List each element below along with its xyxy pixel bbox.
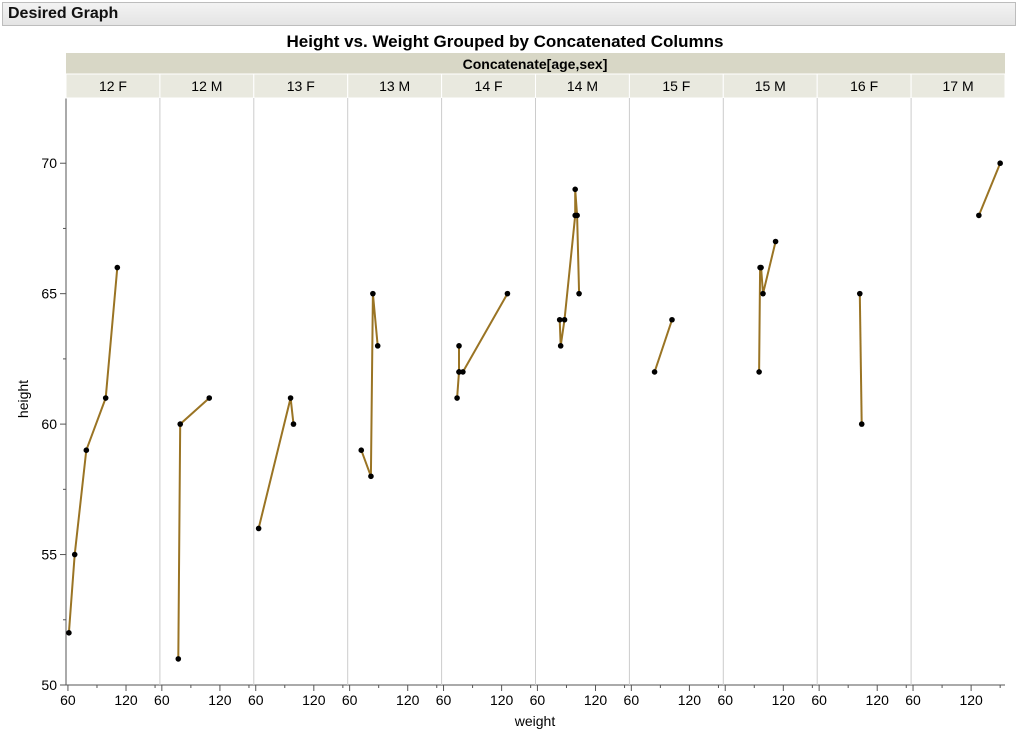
data-point [772,238,779,245]
data-point [756,369,762,375]
panel-header [347,73,443,99]
data-point [358,447,365,454]
x-tick-label: 120 [959,692,983,708]
data-point [760,290,766,297]
group-label: Concatenate[age,sex] [463,56,608,72]
data-point [574,212,580,219]
panel-header [253,73,349,99]
data-point [504,290,511,297]
y-axis-label: height [15,380,31,418]
y-tick-label: 65 [41,286,57,302]
panel-label: 13 M [379,78,410,94]
panel-header [65,73,161,99]
panel-label: 15 M [755,78,786,94]
data-point [71,551,78,558]
data-point [651,369,658,375]
outline-title: Desired Graph [8,5,119,22]
data-point [576,290,582,297]
series-line [456,293,509,399]
x-tick-label: 120 [678,692,702,708]
x-tick-label: 60 [60,692,76,708]
x-tick-label: 60 [905,692,921,708]
panel-header [816,73,912,99]
data-point [456,343,462,349]
panel-label: 16 F [850,78,878,94]
data-point [374,343,381,349]
series-line [257,397,295,529]
x-tick-label: 60 [154,692,170,708]
data-point [287,395,294,401]
panel-header [910,73,1006,99]
data-point [175,656,182,662]
data-point [255,525,262,532]
data-point [206,395,213,401]
y-tick-label: 60 [41,416,57,432]
data-point [454,395,460,401]
data-point [572,186,578,193]
panel-header [441,73,537,99]
x-tick-label: 120 [772,692,796,708]
group-strip [66,53,1005,74]
data-point [556,316,563,323]
series-line [858,293,863,425]
panel-header [628,73,724,99]
y-tick-label: 70 [41,155,57,171]
x-tick-label: 120 [490,692,514,708]
x-axis-label: weight [514,713,556,729]
series-line [67,267,119,633]
x-tick-label: 60 [436,692,452,708]
x-tick-label: 60 [530,692,546,708]
data-point [997,160,1003,167]
x-tick-label: 60 [342,692,358,708]
panel-label: 13 F [287,78,315,94]
data-point [370,290,376,297]
panel-label: 17 M [942,78,973,94]
x-tick-label: 120 [302,692,326,708]
data-point [460,369,466,375]
series-line [360,293,379,477]
data-point [66,630,72,636]
data-point [368,473,374,480]
data-point [976,212,982,219]
x-tick-label: 120 [208,692,232,708]
data-point [758,264,764,271]
data-point [557,343,564,349]
x-tick-label: 60 [717,692,733,708]
x-tick-label: 120 [584,692,608,708]
data-point [114,264,121,271]
data-point [102,395,109,401]
x-tick-label: 120 [114,692,138,708]
panel-label: 15 F [662,78,690,94]
y-tick-label: 50 [41,677,57,693]
panel-label: 12 M [191,78,222,94]
panel-header [722,73,818,99]
outline-header[interactable]: Desired Graph [2,2,1016,26]
panel-label: 14 M [567,78,598,94]
chart-title: Height vs. Weight Grouped by Concatenate… [286,32,723,51]
series-line [177,397,210,659]
series-line [977,162,1002,216]
data-point [83,447,90,454]
x-tick-label: 120 [396,692,420,708]
x-tick-label: 60 [624,692,640,708]
data-point [669,316,675,323]
data-point [856,290,863,297]
data-point [290,421,297,427]
panel-label: 14 F [475,78,503,94]
panel-label: 12 F [99,78,127,94]
data-point [561,316,568,323]
y-tick-label: 55 [41,547,57,563]
series-line [758,241,777,372]
data-point [858,421,865,427]
data-point [456,369,462,375]
x-tick-label: 60 [248,692,264,708]
data-point [177,421,184,427]
x-tick-label: 60 [811,692,827,708]
series-line [653,319,673,373]
x-tick-label: 120 [866,692,890,708]
